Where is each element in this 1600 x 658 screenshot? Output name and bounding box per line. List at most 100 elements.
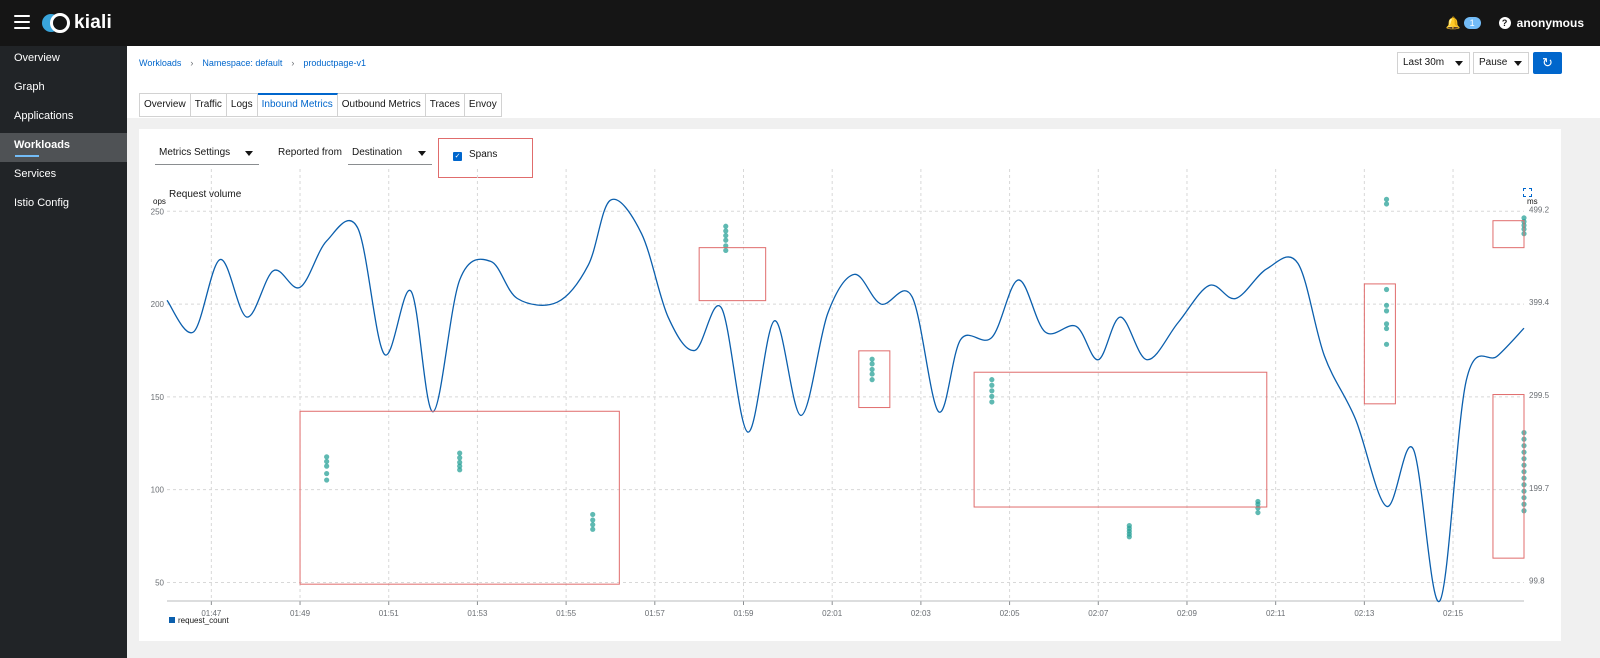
x-tick-label: 02:09 <box>1177 609 1198 618</box>
span-point <box>1383 201 1390 207</box>
refresh-interval-value: Pause <box>1479 57 1508 68</box>
span-point <box>324 477 330 483</box>
kiali-logo-icon <box>42 13 70 33</box>
x-tick-label: 02:05 <box>1000 609 1021 618</box>
span-point <box>324 470 330 477</box>
span-highlight-box <box>1492 394 1525 559</box>
y-left-tick-label: 150 <box>151 393 165 402</box>
caret-down-icon <box>418 151 426 156</box>
tab-inbound-metrics[interactable]: Inbound Metrics <box>257 93 338 117</box>
metrics-settings-label: Metrics Settings <box>159 147 231 158</box>
x-tick-label: 01:59 <box>733 609 754 618</box>
tab-traffic[interactable]: Traffic <box>190 93 227 117</box>
caret-down-icon <box>1455 61 1463 66</box>
request-count-series-line <box>166 198 1525 602</box>
span-point <box>989 388 995 394</box>
y-right-tick-label: 499.2 <box>1529 205 1550 214</box>
notification-badge[interactable]: 1 <box>1463 17 1481 29</box>
span-point <box>869 361 875 367</box>
x-tick-label: 02:07 <box>1088 609 1109 618</box>
x-tick-label: 01:53 <box>467 609 488 618</box>
legend-label: request_count <box>178 616 229 625</box>
span-point <box>457 450 463 456</box>
breadcrumb-separator-icon: › <box>190 58 194 68</box>
x-tick-label: 01:49 <box>290 609 311 618</box>
time-range-select[interactable]: Last 30m <box>1397 52 1470 74</box>
span-point <box>989 382 995 388</box>
breadcrumb-namespace[interactable]: Namespace: default <box>202 58 283 68</box>
span-point <box>1521 215 1527 221</box>
span-point <box>457 455 463 461</box>
span-point <box>989 393 995 399</box>
span-point <box>1383 321 1390 327</box>
span-point <box>324 454 330 460</box>
y-left-axis-label: ops <box>153 197 166 206</box>
y-right-tick-label: 399.4 <box>1529 298 1550 307</box>
menu-icon[interactable] <box>14 15 30 29</box>
kiali-logo[interactable]: kiali <box>42 12 112 34</box>
span-point <box>723 243 729 249</box>
sync-icon: ↻ <box>1542 55 1553 70</box>
y-left-tick-label: 50 <box>155 578 164 587</box>
sidebar-item-istio-config[interactable]: Istio Config <box>14 197 70 209</box>
tab-envoy[interactable]: Envoy <box>464 93 502 117</box>
reported-from-value: Destination <box>352 147 403 158</box>
span-point <box>723 223 729 229</box>
user-menu[interactable]: anonymous <box>1516 16 1584 30</box>
help-icon[interactable]: ? <box>1498 17 1511 29</box>
refresh-button[interactable]: ↻ <box>1533 52 1562 74</box>
sidebar-item-overview[interactable]: Overview <box>14 52 60 64</box>
y-right-tick-label: 199.7 <box>1529 484 1550 493</box>
sidebar-item-services[interactable]: Services <box>14 168 57 180</box>
sidebar-item-graph[interactable]: Graph <box>14 81 45 93</box>
x-tick-label: 02:01 <box>822 609 843 618</box>
bell-icon[interactable]: 🔔 <box>1445 16 1461 30</box>
span-highlight-box <box>698 247 767 302</box>
span-point <box>1383 196 1390 202</box>
refresh-interval-select[interactable]: Pause <box>1473 52 1529 74</box>
x-tick-label: 02:03 <box>911 609 932 618</box>
x-tick-label: 02:11 <box>1266 609 1286 618</box>
tab-logs[interactable]: Logs <box>226 93 258 117</box>
caret-down-icon <box>1514 61 1522 66</box>
span-point <box>590 522 596 528</box>
span-point <box>590 517 596 523</box>
y-right-tick-label: 299.5 <box>1529 391 1550 400</box>
span-point <box>590 511 596 518</box>
chart-title: Request volume <box>169 189 242 200</box>
tab-overview[interactable]: Overview <box>139 93 191 117</box>
page-header: Workloads › Namespace: default › product… <box>127 46 1600 118</box>
metrics-settings-dropdown[interactable]: Metrics Settings <box>155 143 259 165</box>
sidebar-item-workloads[interactable]: Workloads <box>0 133 127 162</box>
span-point <box>989 399 995 405</box>
breadcrumb-workload[interactable]: productpage-v1 <box>303 58 366 68</box>
span-point <box>457 463 463 469</box>
tab-outbound-metrics[interactable]: Outbound Metrics <box>337 93 426 117</box>
breadcrumb: Workloads › Namespace: default › product… <box>139 58 366 68</box>
legend-swatch <box>169 617 175 623</box>
breadcrumb-separator-icon: › <box>291 58 295 68</box>
x-tick-label: 01:57 <box>645 609 666 618</box>
sidebar-item-applications[interactable]: Applications <box>14 110 74 122</box>
reported-from-select[interactable]: Destination <box>348 143 432 165</box>
main-content: Workloads › Namespace: default › product… <box>127 46 1600 658</box>
span-point <box>1126 523 1132 529</box>
span-point <box>723 237 729 243</box>
y-left-tick-label: 200 <box>151 300 165 309</box>
x-tick-label: 02:13 <box>1354 609 1375 618</box>
spans-checkbox[interactable]: ✓ <box>453 152 462 161</box>
span-point <box>1383 308 1390 314</box>
x-tick-label: 01:47 <box>201 609 222 618</box>
breadcrumb-workloads[interactable]: Workloads <box>139 58 182 68</box>
span-point <box>869 371 875 377</box>
y-left-tick-label: 100 <box>151 486 165 495</box>
reported-from-label: Reported from <box>278 147 342 158</box>
x-tick-label: 01:51 <box>379 609 400 618</box>
expand-icon[interactable] <box>1523 188 1532 197</box>
span-point <box>324 458 330 465</box>
span-point <box>457 467 463 473</box>
tab-traces[interactable]: Traces <box>425 93 465 117</box>
spans-label: Spans <box>469 149 498 160</box>
request-volume-chart: 50 100 150 200 250 99.8 199.7 299.5 399.4 499.2 01… <box>151 169 1550 625</box>
span-point <box>869 377 875 383</box>
